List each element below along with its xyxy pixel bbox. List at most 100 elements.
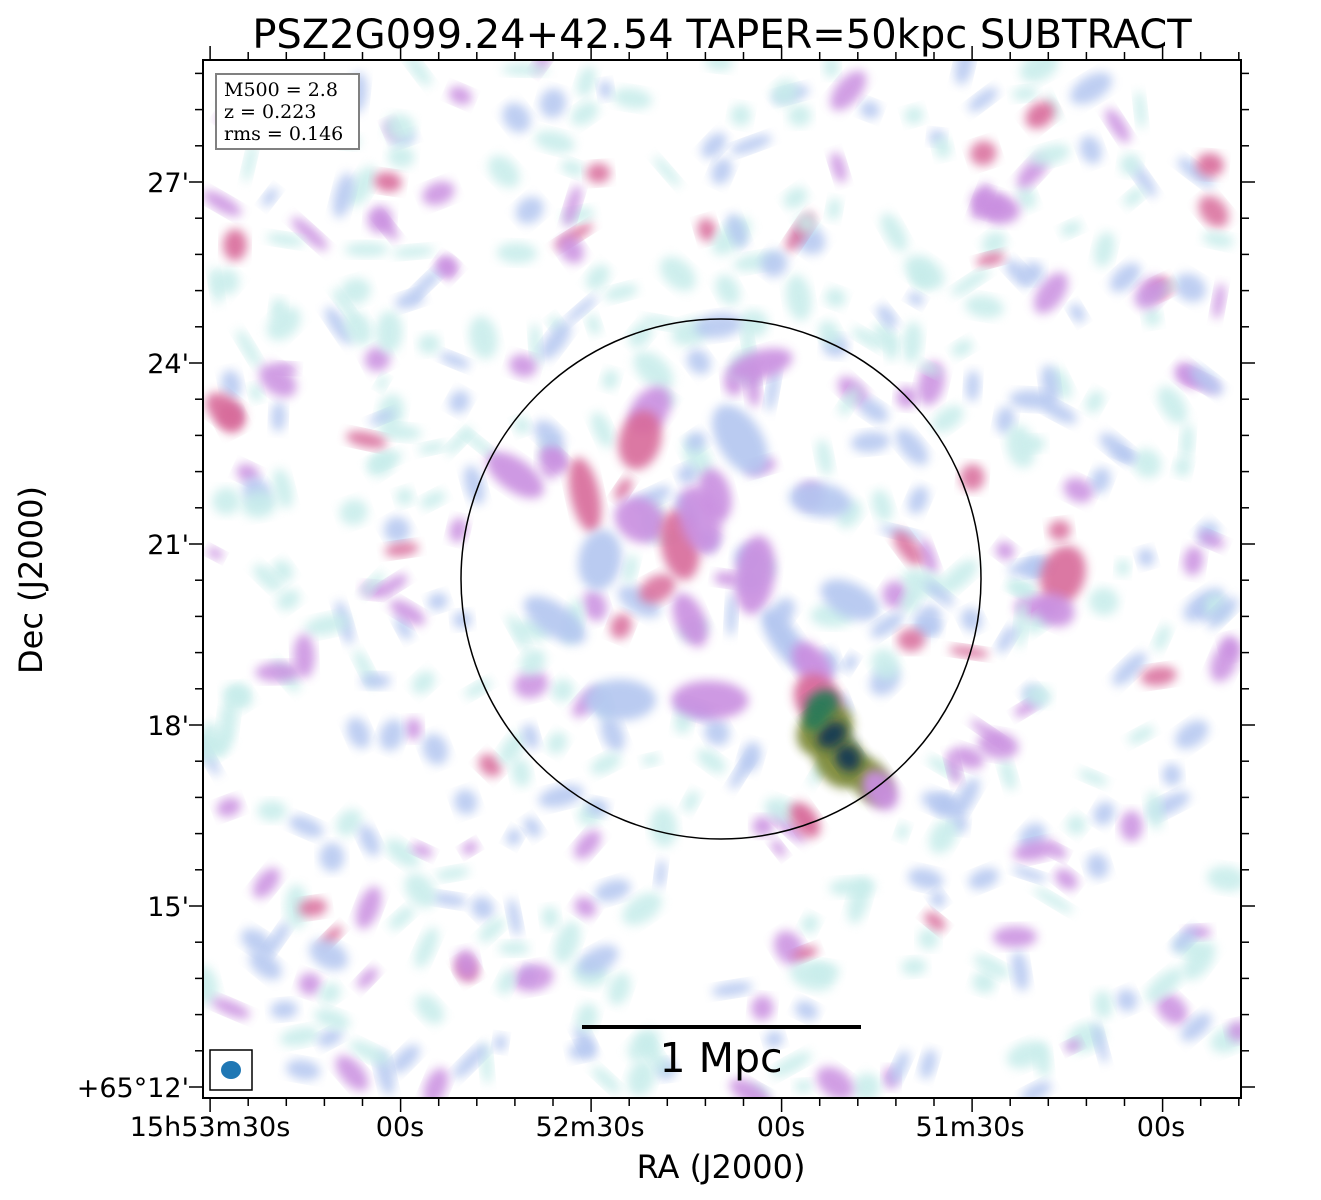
noise-blob	[1060, 220, 1083, 237]
noise-blob	[801, 914, 819, 934]
noise-blob	[576, 66, 596, 98]
noise-blob	[452, 611, 473, 629]
noise-blob	[236, 329, 262, 369]
noise-blob	[448, 86, 473, 105]
noise-blob	[346, 717, 371, 749]
noise-blob	[1048, 520, 1071, 541]
noise-blob	[981, 231, 1007, 255]
noise-blob	[493, 1034, 507, 1052]
noise-blob	[566, 295, 597, 323]
noise-blob	[870, 612, 904, 638]
noise-blob	[633, 351, 674, 390]
noise-blob	[787, 104, 812, 127]
info-box-frame	[215, 73, 360, 150]
noise-blob	[395, 615, 413, 640]
noise-blob	[523, 817, 542, 838]
noise-blob	[498, 731, 526, 765]
noise-blob	[511, 757, 531, 788]
noise-blob	[933, 136, 952, 159]
noise-blob	[241, 490, 277, 519]
diffuse-emission	[578, 529, 622, 591]
noise-blob	[1093, 801, 1115, 826]
noise-blob	[344, 242, 389, 257]
noise-blob	[1207, 865, 1241, 892]
noise-blob	[1033, 887, 1074, 914]
x-tick-label: 51m30s	[915, 1112, 1024, 1143]
noise-blob	[360, 673, 391, 689]
diffuse-emission	[678, 485, 722, 555]
noise-blob	[893, 530, 923, 567]
noise-blob	[478, 917, 505, 943]
noise-blob	[445, 427, 473, 455]
noise-blob	[789, 962, 835, 991]
x-tick-label: 00s	[757, 1112, 805, 1143]
noise-blob	[249, 383, 263, 402]
noise-blob	[830, 152, 847, 183]
noise-blob	[496, 242, 538, 264]
noise-blob	[816, 438, 833, 476]
plot-area: 1 Mpc M500 = 2.8 z = 0.223 rms = 0.146	[202, 59, 1242, 1099]
noise-blob	[919, 1049, 937, 1080]
y-tick-label: 24'	[147, 349, 189, 380]
noise-blob	[1085, 390, 1105, 414]
noise-blob	[298, 898, 328, 917]
noise-blob	[1012, 86, 1038, 101]
noise-blob	[414, 927, 439, 969]
noise-blob	[918, 928, 939, 950]
noise-blob	[376, 375, 389, 391]
compact-source	[1040, 545, 1086, 605]
noise-blob	[1054, 868, 1078, 890]
noise-blob	[568, 1041, 595, 1060]
noise-blob	[1094, 231, 1115, 268]
diffuse-emission	[618, 410, 662, 470]
noise-blob	[538, 784, 584, 808]
noise-blob	[1078, 769, 1108, 786]
noise-blob	[252, 867, 280, 899]
noise-blob	[655, 859, 667, 889]
noise-blob	[604, 284, 639, 301]
noise-blob	[384, 542, 419, 557]
noise-blob	[349, 1040, 391, 1065]
noise-blob	[513, 416, 530, 435]
noise-blob	[332, 288, 358, 321]
noise-blob	[889, 1050, 910, 1085]
noise-blob	[992, 926, 1037, 948]
noise-blob	[1180, 423, 1194, 460]
noise-blob	[272, 468, 294, 509]
noise-blob	[968, 87, 998, 112]
noise-blob	[711, 158, 733, 185]
noise-blob	[1140, 666, 1177, 687]
noise-blob	[713, 571, 740, 587]
noise-blob	[653, 156, 681, 187]
noise-blob	[540, 322, 572, 360]
noise-blob	[880, 213, 908, 252]
noise-blob	[792, 945, 818, 961]
noise-blob	[453, 789, 478, 815]
noise-blob	[1162, 763, 1182, 787]
noise-blob	[1206, 597, 1239, 629]
x-tick-label: 00s	[376, 1112, 424, 1143]
noise-blob	[478, 753, 502, 777]
noise-blob	[941, 559, 978, 594]
scale-bar-label: 1 Mpc	[659, 1034, 782, 1082]
noise-blob	[404, 717, 422, 741]
noise-blob	[501, 63, 550, 76]
noise-blob	[827, 197, 841, 221]
noise-blob	[561, 160, 585, 177]
noise-blob	[585, 264, 610, 291]
tail-source-core	[817, 721, 847, 749]
noise-blob	[1029, 144, 1071, 167]
noise-blob	[266, 232, 305, 247]
noise-blob	[995, 406, 1016, 434]
noise-blob	[385, 838, 420, 868]
noise-blob	[933, 793, 956, 815]
noise-blob	[1088, 587, 1119, 616]
noise-blob	[1174, 273, 1206, 303]
noise-blob	[314, 1008, 351, 1030]
y-axis-label: Dec (J2000)	[12, 486, 50, 674]
noise-blob	[1011, 950, 1029, 992]
noise-blob	[711, 981, 753, 997]
noise-blob	[1079, 135, 1103, 164]
noise-blob	[946, 751, 962, 785]
noise-blob	[1137, 548, 1155, 567]
